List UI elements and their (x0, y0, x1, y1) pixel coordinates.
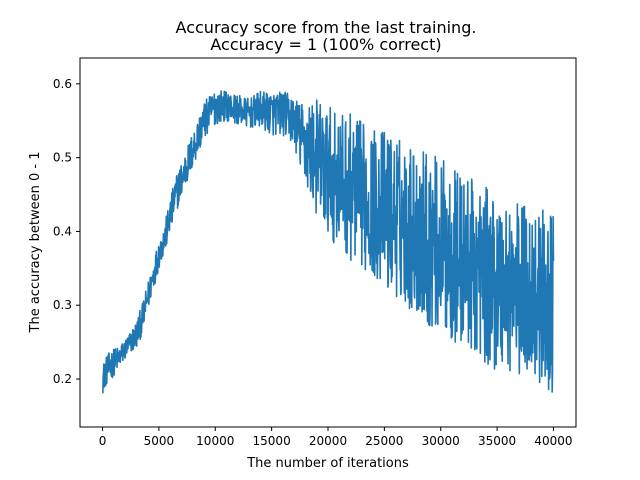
y-tick-label-1: 0.3 (53, 298, 72, 312)
x-tick-label-3: 15000 (253, 434, 291, 448)
y-tick-label-2: 0.4 (53, 224, 72, 238)
series-line-0 (101, 90, 555, 394)
y-tick-label-0: 0.2 (53, 372, 72, 386)
x-tick-label-4: 20000 (309, 434, 347, 448)
y-axis-label: The accuracy between 0 - 1 (28, 152, 43, 334)
x-tick-label-6: 30000 (422, 434, 460, 448)
x-axis-label: The number of iterations (246, 456, 409, 471)
series-group (101, 90, 555, 394)
x-tick-label-8: 40000 (534, 434, 572, 448)
y-tick-label-3: 0.5 (53, 151, 72, 165)
x-axis: 0 5000 10000 15000 20000 25000 30000 35000 40000 (99, 427, 573, 448)
x-tick-label-0: 0 (99, 434, 107, 448)
chart-title-line-1: Accuracy score from the last training. (176, 18, 477, 37)
x-tick-label-5: 25000 (365, 434, 403, 448)
y-tick-label-4: 0.6 (53, 77, 72, 91)
x-tick-label-2: 10000 (196, 434, 234, 448)
x-tick-label-7: 35000 (478, 434, 516, 448)
y-axis: 0.2 0.3 0.4 0.5 0.6 (53, 77, 80, 386)
x-tick-label-1: 5000 (144, 434, 175, 448)
chart-title-line-2: Accuracy = 1 (100% correct) (210, 35, 441, 54)
plot-area (79, 57, 577, 428)
